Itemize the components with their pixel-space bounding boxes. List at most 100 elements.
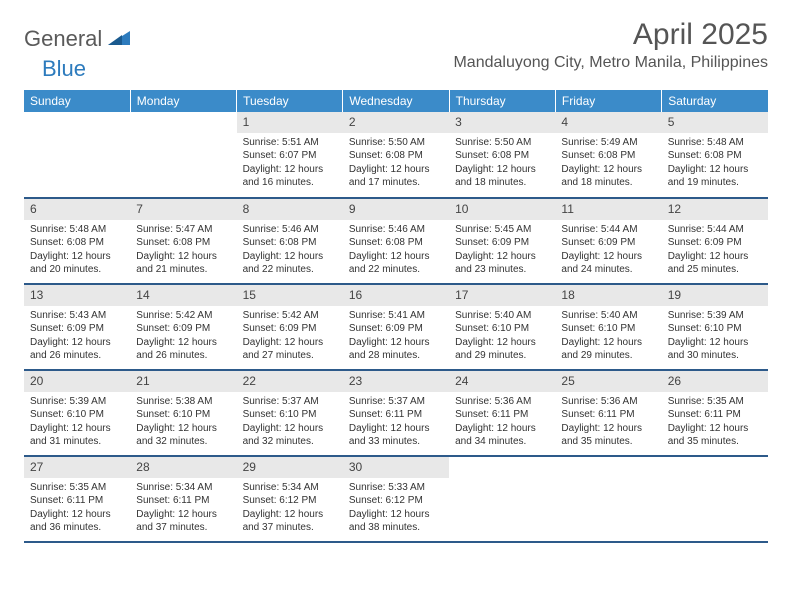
daylight-text: Daylight: 12 hours and 19 minutes. (668, 163, 762, 190)
daylight-text: Daylight: 12 hours and 18 minutes. (455, 163, 549, 190)
day-details: Sunrise: 5:39 AMSunset: 6:10 PMDaylight:… (662, 306, 768, 367)
sunset-text: Sunset: 6:09 PM (668, 236, 762, 250)
day-details: Sunrise: 5:46 AMSunset: 6:08 PMDaylight:… (237, 220, 343, 281)
sunrise-text: Sunrise: 5:36 AM (561, 395, 655, 409)
sunrise-text: Sunrise: 5:44 AM (561, 223, 655, 237)
day-number: 6 (24, 199, 130, 220)
day-details: Sunrise: 5:40 AMSunset: 6:10 PMDaylight:… (449, 306, 555, 367)
day-number: 11 (555, 199, 661, 220)
day-details: Sunrise: 5:47 AMSunset: 6:08 PMDaylight:… (130, 220, 236, 281)
sunrise-text: Sunrise: 5:49 AM (561, 136, 655, 150)
daylight-text: Daylight: 12 hours and 32 minutes. (243, 422, 337, 449)
weekday-header: Tuesday (237, 90, 343, 112)
day-details: Sunrise: 5:45 AMSunset: 6:09 PMDaylight:… (449, 220, 555, 281)
weekday-header: Friday (555, 90, 661, 112)
day-number: 9 (343, 199, 449, 220)
sunset-text: Sunset: 6:10 PM (30, 408, 124, 422)
calendar-day-cell: 22Sunrise: 5:37 AMSunset: 6:10 PMDayligh… (237, 370, 343, 456)
day-number: 30 (343, 457, 449, 478)
calendar-day-cell: 28Sunrise: 5:34 AMSunset: 6:11 PMDayligh… (130, 456, 236, 542)
calendar-day-cell: 10Sunrise: 5:45 AMSunset: 6:09 PMDayligh… (449, 198, 555, 284)
day-details: Sunrise: 5:33 AMSunset: 6:12 PMDaylight:… (343, 478, 449, 539)
day-number: 3 (449, 112, 555, 133)
sunrise-text: Sunrise: 5:46 AM (349, 223, 443, 237)
daylight-text: Daylight: 12 hours and 34 minutes. (455, 422, 549, 449)
day-number: 23 (343, 371, 449, 392)
sunset-text: Sunset: 6:10 PM (561, 322, 655, 336)
sunset-text: Sunset: 6:09 PM (561, 236, 655, 250)
sunrise-text: Sunrise: 5:50 AM (349, 136, 443, 150)
logo: General (24, 26, 132, 52)
daylight-text: Daylight: 12 hours and 37 minutes. (136, 508, 230, 535)
day-number: 5 (662, 112, 768, 133)
day-details: Sunrise: 5:50 AMSunset: 6:08 PMDaylight:… (343, 133, 449, 194)
calendar-day-cell: 6Sunrise: 5:48 AMSunset: 6:08 PMDaylight… (24, 198, 130, 284)
daylight-text: Daylight: 12 hours and 16 minutes. (243, 163, 337, 190)
sunrise-text: Sunrise: 5:45 AM (455, 223, 549, 237)
day-details: Sunrise: 5:48 AMSunset: 6:08 PMDaylight:… (24, 220, 130, 281)
calendar-body: 1Sunrise: 5:51 AMSunset: 6:07 PMDaylight… (24, 112, 768, 542)
calendar-day-cell: 9Sunrise: 5:46 AMSunset: 6:08 PMDaylight… (343, 198, 449, 284)
calendar-day-cell: 21Sunrise: 5:38 AMSunset: 6:10 PMDayligh… (130, 370, 236, 456)
day-details: Sunrise: 5:34 AMSunset: 6:12 PMDaylight:… (237, 478, 343, 539)
calendar-day-cell: 24Sunrise: 5:36 AMSunset: 6:11 PMDayligh… (449, 370, 555, 456)
calendar-week-row: 27Sunrise: 5:35 AMSunset: 6:11 PMDayligh… (24, 456, 768, 542)
daylight-text: Daylight: 12 hours and 28 minutes. (349, 336, 443, 363)
day-number: 12 (662, 199, 768, 220)
sunrise-text: Sunrise: 5:48 AM (668, 136, 762, 150)
calendar-day-cell: 26Sunrise: 5:35 AMSunset: 6:11 PMDayligh… (662, 370, 768, 456)
sunrise-text: Sunrise: 5:34 AM (136, 481, 230, 495)
daylight-text: Daylight: 12 hours and 20 minutes. (30, 250, 124, 277)
sunset-text: Sunset: 6:08 PM (30, 236, 124, 250)
sunrise-text: Sunrise: 5:36 AM (455, 395, 549, 409)
sunrise-text: Sunrise: 5:42 AM (136, 309, 230, 323)
calendar-day-cell: 17Sunrise: 5:40 AMSunset: 6:10 PMDayligh… (449, 284, 555, 370)
daylight-text: Daylight: 12 hours and 35 minutes. (561, 422, 655, 449)
calendar-day-cell: 8Sunrise: 5:46 AMSunset: 6:08 PMDaylight… (237, 198, 343, 284)
sunset-text: Sunset: 6:07 PM (243, 149, 337, 163)
daylight-text: Daylight: 12 hours and 24 minutes. (561, 250, 655, 277)
daylight-text: Daylight: 12 hours and 33 minutes. (349, 422, 443, 449)
daylight-text: Daylight: 12 hours and 31 minutes. (30, 422, 124, 449)
daylight-text: Daylight: 12 hours and 35 minutes. (668, 422, 762, 449)
daylight-text: Daylight: 12 hours and 29 minutes. (455, 336, 549, 363)
sunset-text: Sunset: 6:12 PM (349, 494, 443, 508)
logo-text-blue: Blue (42, 56, 86, 82)
day-details: Sunrise: 5:39 AMSunset: 6:10 PMDaylight:… (24, 392, 130, 453)
weekday-header: Sunday (24, 90, 130, 112)
day-number: 18 (555, 285, 661, 306)
day-details: Sunrise: 5:36 AMSunset: 6:11 PMDaylight:… (449, 392, 555, 453)
sunset-text: Sunset: 6:09 PM (243, 322, 337, 336)
month-title: April 2025 (453, 18, 768, 52)
calendar-day-cell (24, 112, 130, 198)
daylight-text: Daylight: 12 hours and 22 minutes. (349, 250, 443, 277)
daylight-text: Daylight: 12 hours and 36 minutes. (30, 508, 124, 535)
logo-text-general: General (24, 26, 102, 52)
day-details: Sunrise: 5:35 AMSunset: 6:11 PMDaylight:… (24, 478, 130, 539)
location-label: Mandaluyong City, Metro Manila, Philippi… (453, 54, 768, 72)
sunrise-text: Sunrise: 5:40 AM (455, 309, 549, 323)
daylight-text: Daylight: 12 hours and 29 minutes. (561, 336, 655, 363)
sunset-text: Sunset: 6:11 PM (668, 408, 762, 422)
weekday-header: Saturday (662, 90, 768, 112)
calendar-day-cell: 16Sunrise: 5:41 AMSunset: 6:09 PMDayligh… (343, 284, 449, 370)
day-number: 26 (662, 371, 768, 392)
sunrise-text: Sunrise: 5:39 AM (30, 395, 124, 409)
sunset-text: Sunset: 6:08 PM (668, 149, 762, 163)
daylight-text: Daylight: 12 hours and 17 minutes. (349, 163, 443, 190)
calendar-week-row: 1Sunrise: 5:51 AMSunset: 6:07 PMDaylight… (24, 112, 768, 198)
calendar-day-cell: 11 Sunrise: 5:44 AMSunset: 6:09 PMDayligh… (555, 198, 661, 284)
calendar-day-cell: 20Sunrise: 5:39 AMSunset: 6:10 PMDayligh… (24, 370, 130, 456)
day-number: 22 (237, 371, 343, 392)
day-details: Sunrise: 5:50 AMSunset: 6:08 PMDaylight:… (449, 133, 555, 194)
day-details: Sunrise: 5:41 AMSunset: 6:09 PMDaylight:… (343, 306, 449, 367)
weekday-header: Thursday (449, 90, 555, 112)
sunset-text: Sunset: 6:11 PM (30, 494, 124, 508)
sunset-text: Sunset: 6:11 PM (561, 408, 655, 422)
calendar-week-row: 13Sunrise: 5:43 AMSunset: 6:09 PMDayligh… (24, 284, 768, 370)
day-details: Sunrise: 5:40 AMSunset: 6:10 PMDaylight:… (555, 306, 661, 367)
sunrise-text: Sunrise: 5:34 AM (243, 481, 337, 495)
day-number: 16 (343, 285, 449, 306)
day-details: Sunrise: 5:42 AMSunset: 6:09 PMDaylight:… (130, 306, 236, 367)
day-details: Sunrise: 5:37 AMSunset: 6:11 PMDaylight:… (343, 392, 449, 453)
